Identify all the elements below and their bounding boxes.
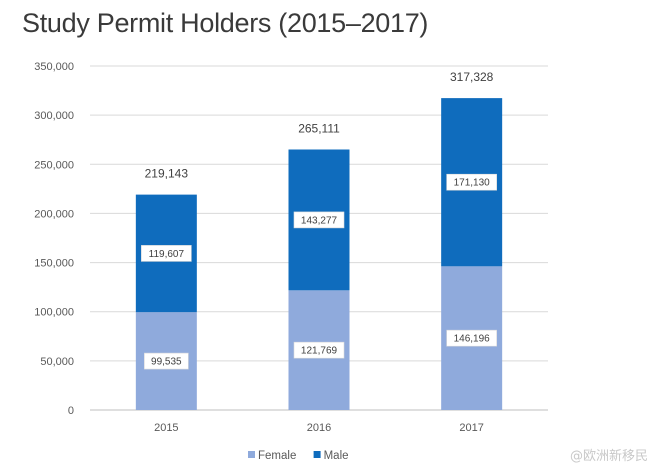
data-label-box xyxy=(446,329,497,347)
data-label-box xyxy=(446,173,497,191)
y-tick-label: 350,000 xyxy=(34,61,74,73)
data-label: 99,535 xyxy=(151,357,182,368)
data-label: 146,196 xyxy=(454,334,491,345)
data-label: 143,277 xyxy=(301,215,338,226)
watermark-text: @欧洲新移民 xyxy=(570,448,648,464)
y-axis: 0 50,000 100,000 150,000 200,000 250,000 300,0… xyxy=(34,61,74,417)
y-tick-label: 300,000 xyxy=(34,110,74,122)
x-tick-label: 2016 xyxy=(307,422,331,434)
data-label-box xyxy=(293,341,345,359)
data-label-box xyxy=(141,245,192,262)
y-tick-label: 150,000 xyxy=(34,258,74,270)
legend-swatch-female xyxy=(248,451,255,458)
bars: 99,535 119,607 219,143 121,769 143,277 265,11… xyxy=(135,70,503,410)
data-label-box xyxy=(144,352,189,370)
y-tick-label: 0 xyxy=(68,405,74,417)
total-label: 219,143 xyxy=(145,167,189,181)
x-tick-label: 2015 xyxy=(154,422,178,434)
legend-label: Female xyxy=(258,450,296,462)
data-label: 119,607 xyxy=(149,249,185,260)
y-tick-label: 200,000 xyxy=(34,208,74,220)
legend-label: Male xyxy=(324,450,349,462)
y-tick-label: 100,000 xyxy=(34,307,74,319)
y-tick-label: 50,000 xyxy=(40,356,74,368)
x-axis: 2015 2016 2017 xyxy=(154,422,484,434)
total-label: 317,328 xyxy=(450,70,494,84)
chart-title: Study Permit Holders (2015–2017) xyxy=(22,8,429,38)
legend-swatch-male xyxy=(313,451,321,458)
legend: Female Male xyxy=(248,450,349,462)
data-label: 121,769 xyxy=(301,346,338,357)
x-tick-label: 2017 xyxy=(459,422,483,434)
data-label-box xyxy=(293,211,345,229)
y-tick-label: 250,000 xyxy=(34,159,74,171)
data-label: 171,130 xyxy=(454,178,491,189)
total-label: 265,111 xyxy=(298,121,340,135)
